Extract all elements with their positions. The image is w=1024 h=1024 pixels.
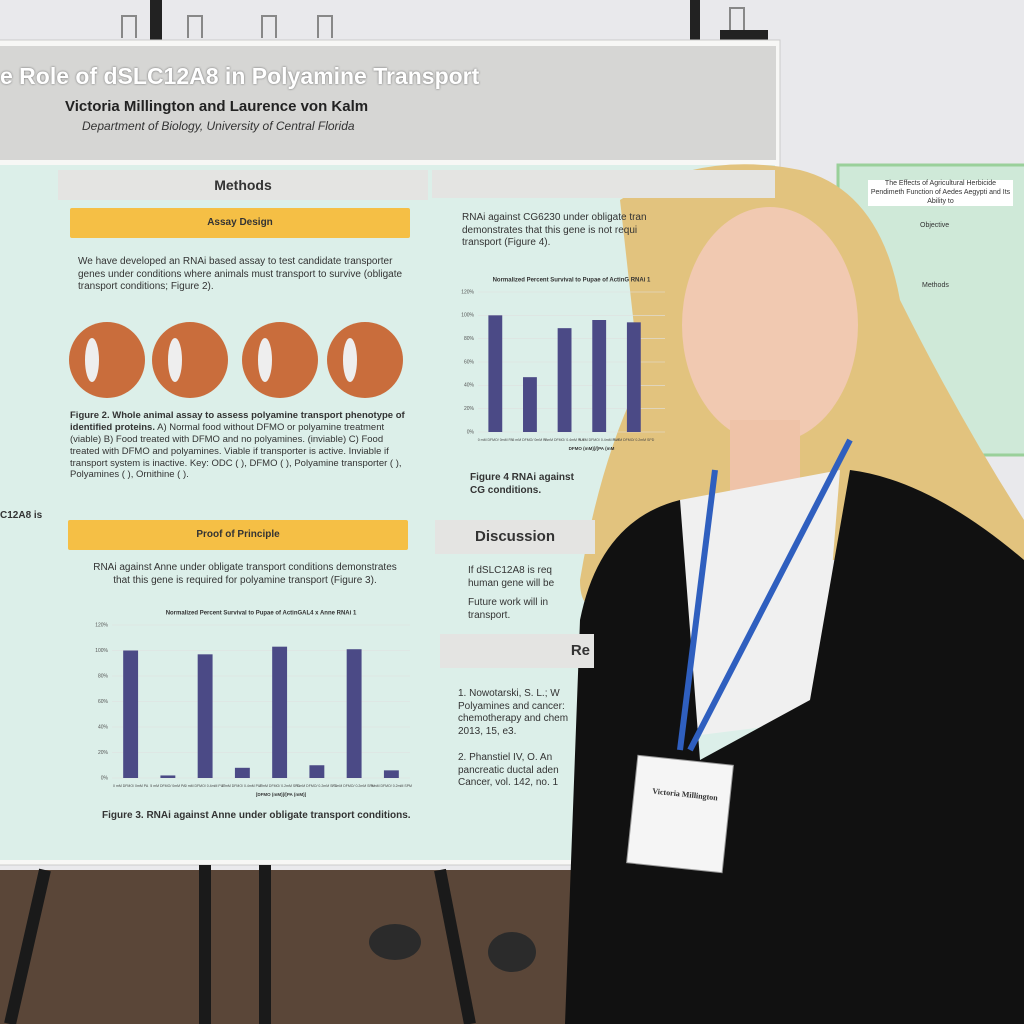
x-tick-label: 5 mM DFMO/ 0.4mM PUT xyxy=(222,784,264,788)
x-tick-label: 0 mM DFMO/ 0.4mM PUT xyxy=(544,438,586,442)
text-fragment: C12A8 is xyxy=(0,510,43,521)
reference: 1. Nowotarski, S. L.; W Polyamines and c… xyxy=(458,688,569,737)
x-tick-label: 5 mM DFMO/ 0.4mM PUT xyxy=(579,438,621,442)
bullet: Future work will in transport. xyxy=(468,597,549,621)
clips xyxy=(121,7,745,38)
poster-header xyxy=(0,46,776,160)
subsection-heading: Assay Design xyxy=(70,208,410,238)
y-tick-label: 80% xyxy=(464,336,475,342)
neighbor-heading: Methods xyxy=(922,282,949,289)
figure-caption: Figure 3. RNAi against Anne under obliga… xyxy=(102,810,411,821)
bar xyxy=(234,767,250,778)
subsection-heading: Proof of Principle xyxy=(68,520,408,550)
badge xyxy=(626,754,734,874)
y-tick-label: 80% xyxy=(98,673,109,679)
section-heading: Re xyxy=(440,634,594,668)
jacket xyxy=(565,470,1024,1024)
x-tick-label: 0 mM DFMO/ 0mM PA xyxy=(478,438,514,442)
x-tick-label: 0 mM DFMO/ 0mM PA xyxy=(113,784,149,788)
easel-top xyxy=(690,0,700,40)
x-tick-label: 0 mM DFMO/ 0.4mM PUT xyxy=(185,784,227,788)
x-tick-label: 0 mM DFMO/ 0.2mM SPD xyxy=(259,784,300,788)
bar xyxy=(523,377,537,432)
reference: 2. Phanstiel IV, O. An pancreatic ductal… xyxy=(458,752,559,788)
poster-title: e Role of dSLC12A8 in Polyamine Transpor… xyxy=(0,63,480,89)
caption-text: A) Normal food without DFMO or polyamine… xyxy=(70,421,402,481)
easel-top xyxy=(150,0,162,40)
bar xyxy=(626,322,641,432)
y-tick-label: 100% xyxy=(461,313,474,319)
bar xyxy=(557,328,572,432)
x-tick-label: 5 mM DFMO/ 0mM PA xyxy=(512,438,548,442)
bullet: If dSLC12A8 is req human gene will be xyxy=(468,565,555,589)
figure-caption: Figure 2. Whole animal assay to assess p… xyxy=(70,410,415,481)
bar xyxy=(592,320,607,432)
x-axis-label: DFMO (mM)]/[PA (mM xyxy=(569,446,615,451)
easel-legs xyxy=(4,865,476,1024)
bar xyxy=(160,775,176,778)
y-tick-label: 40% xyxy=(98,724,109,730)
x-tick-label: 5 mM DFMO/ 0mM PA xyxy=(150,784,186,788)
neighbor-heading: Objective xyxy=(920,222,950,229)
bar xyxy=(346,649,362,778)
lanyard xyxy=(677,438,853,752)
paragraph: RNAi against Anne under obligate transpo… xyxy=(93,562,397,586)
charts: Normalized Percent Survival to Pupae of … xyxy=(95,278,665,797)
bar xyxy=(272,646,288,778)
chart-title: Normalized Percent Survival to Pupae of … xyxy=(166,611,357,617)
x-axis-label: [DFMO (mM)]/[PA (mM)] xyxy=(256,792,307,797)
y-tick-label: 20% xyxy=(464,406,475,412)
shoe xyxy=(369,924,421,960)
x-tick-label: 5 mM DFMO/ 0.2mM SPD xyxy=(613,438,654,442)
shoe xyxy=(488,932,536,972)
caption-bold: Figure 2. Whole animal assay to assess p… xyxy=(70,410,405,433)
neighbor-title: The Effects of Agricultural Herbicide Pe… xyxy=(868,180,1013,207)
poster-authors: Victoria Millington and Laurence von Kal… xyxy=(65,98,369,115)
section-heading: Discussion xyxy=(435,520,595,554)
chart-title: Normalized Percent Survival to Pupae of … xyxy=(493,278,651,284)
y-tick-label: 60% xyxy=(464,359,475,365)
y-tick-label: 0% xyxy=(101,775,109,781)
y-tick-label: 40% xyxy=(464,383,475,389)
bar xyxy=(197,654,213,778)
bar xyxy=(309,765,325,778)
y-tick-label: 100% xyxy=(95,648,108,654)
y-tick-label: 120% xyxy=(95,622,108,628)
paragraph: RNAi against CG6230 under obligate tran … xyxy=(462,212,647,248)
figure-caption: Figure 4 RNAi against CG conditions. xyxy=(470,472,574,496)
y-tick-label: 20% xyxy=(98,750,109,756)
bar xyxy=(123,650,139,778)
paragraph: We have developed an RNAi based assay to… xyxy=(78,256,403,292)
poster-department: Department of Biology, University of Cen… xyxy=(82,119,355,133)
section-heading-box xyxy=(432,170,775,198)
x-tick-label: 5 mM DFMO/ 0.2mM SPD xyxy=(296,784,337,788)
section-heading: Methods xyxy=(58,170,428,200)
petri-dishes xyxy=(69,322,403,398)
bar xyxy=(488,315,503,432)
y-tick-label: 0% xyxy=(467,429,475,435)
y-tick-label: 60% xyxy=(98,699,109,705)
x-tick-label: 5 mM DFMO/ 0.2mM SPM xyxy=(371,784,412,788)
bar xyxy=(383,770,399,778)
y-tick-label: 120% xyxy=(461,289,474,295)
x-tick-label: 0 mM DFMO/ 0.2mM SPM xyxy=(334,784,375,788)
face xyxy=(682,207,858,443)
